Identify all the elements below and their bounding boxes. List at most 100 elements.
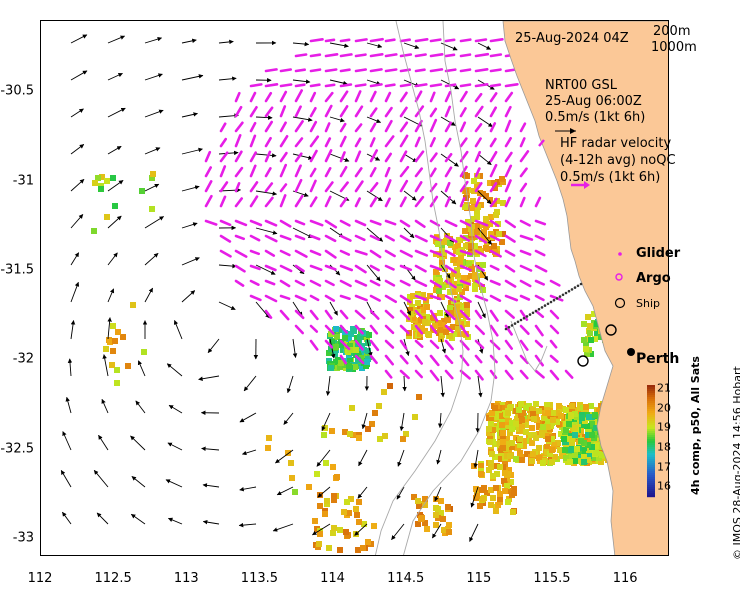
sst-pixel [454, 304, 460, 310]
sst-pixel [359, 365, 365, 371]
model-arrow [62, 511, 72, 525]
sst-pixel [436, 320, 442, 326]
glider-track-point [555, 297, 559, 300]
sst-pixel [381, 389, 387, 395]
sst-pixel [419, 325, 425, 331]
radar-arrow [429, 249, 443, 256]
radar-arrow [354, 339, 365, 351]
radar-arrow [369, 279, 381, 287]
radar-arrow [384, 119, 393, 133]
radar-arrow [474, 339, 485, 350]
sst-pixel [441, 527, 447, 533]
sst-pixel [437, 278, 443, 284]
sst-pixel [557, 447, 563, 453]
sst-pixel [314, 471, 320, 477]
map-panel[interactable] [40, 20, 669, 556]
sst-pixel [445, 504, 451, 510]
colorbar-segment [647, 413, 655, 416]
radar-arrow [354, 38, 368, 43]
sst-pixel [376, 403, 382, 409]
radar-arrow [444, 219, 458, 228]
radar-arrow [429, 195, 439, 208]
sst-pixel [494, 426, 500, 432]
colorbar-segment [647, 409, 655, 412]
radar-arrow [369, 52, 384, 58]
radar-arrow [219, 195, 227, 208]
radar-arrow [414, 369, 424, 379]
radar-arrow [279, 183, 288, 193]
radar-arrow [204, 150, 212, 163]
sst-pixel [501, 478, 507, 484]
radar-arrow [309, 179, 317, 193]
radar-arrow [414, 150, 425, 163]
radar-arrow [369, 107, 378, 118]
sst-pixel [432, 323, 438, 329]
sst-pixel [516, 407, 522, 413]
sst-pixel [520, 410, 526, 416]
isobath-200m-label: 200m [653, 24, 691, 39]
sst-pixel [586, 414, 592, 420]
sst-pixel [593, 450, 599, 456]
sst-pixel [344, 499, 350, 505]
sst-pixel [500, 430, 506, 436]
radar-arrow [474, 137, 482, 148]
radar-arrow [534, 294, 545, 302]
glider-track-point [543, 304, 547, 307]
radar-arrow [309, 68, 322, 73]
sst-pixel [110, 348, 116, 354]
sst-pixel [500, 439, 506, 445]
sst-colorbar [647, 385, 655, 498]
radar-arrow [534, 324, 544, 337]
radar-arrow [339, 324, 349, 334]
sst-pixel [433, 512, 439, 518]
sst-pixel [365, 426, 371, 432]
sst-pixel [455, 273, 461, 279]
sst-pixel [464, 302, 470, 308]
radar-arrow [399, 309, 411, 321]
radar-scale-arrow [571, 181, 590, 189]
colorbar-segment [647, 467, 655, 470]
model-arrow [98, 434, 109, 451]
radar-arrow [489, 37, 504, 43]
radar-arrow [234, 134, 242, 148]
sst-pixel [369, 421, 375, 427]
ship-marker[interactable] [577, 355, 589, 367]
sst-pixel [316, 541, 322, 547]
radar-arrow [504, 119, 512, 133]
radar-arrow [489, 264, 500, 271]
radar-arrow [384, 91, 392, 103]
radar-arrow [519, 219, 531, 227]
sst-pixel [481, 229, 487, 235]
radar-arrow [324, 249, 337, 259]
sst-pixel [581, 445, 587, 451]
sst-pixel [488, 487, 494, 493]
radar-arrow [354, 249, 368, 256]
radar-arrow [534, 264, 548, 273]
glider-track-point [510, 324, 514, 327]
model-arrow [329, 116, 345, 123]
radar-arrow [309, 107, 317, 118]
radar-arrow [534, 309, 545, 319]
glider-track-point [507, 325, 511, 329]
radar-arrow [489, 83, 502, 88]
radar-arrow [489, 279, 501, 286]
map-canvas[interactable] [41, 21, 669, 556]
radar-arrow [459, 68, 472, 73]
radar-arrow [339, 105, 349, 118]
radar-arrow [459, 309, 471, 321]
sst-pixel [493, 485, 499, 491]
radar-arrow [414, 324, 424, 335]
radar-arrow [399, 53, 413, 58]
isobath-200m [403, 21, 496, 555]
sst-pixel [458, 254, 464, 260]
radar-arrow [459, 264, 472, 272]
model-arrow [144, 109, 164, 118]
ship-marker[interactable] [605, 324, 617, 336]
sst-pixel [483, 224, 489, 230]
radar-arrow [444, 249, 456, 257]
radar-arrow [279, 249, 291, 257]
sst-pixel [95, 175, 101, 181]
radar-arrow [474, 369, 484, 381]
sst-pixel [451, 257, 457, 263]
model-arrow [107, 72, 123, 81]
